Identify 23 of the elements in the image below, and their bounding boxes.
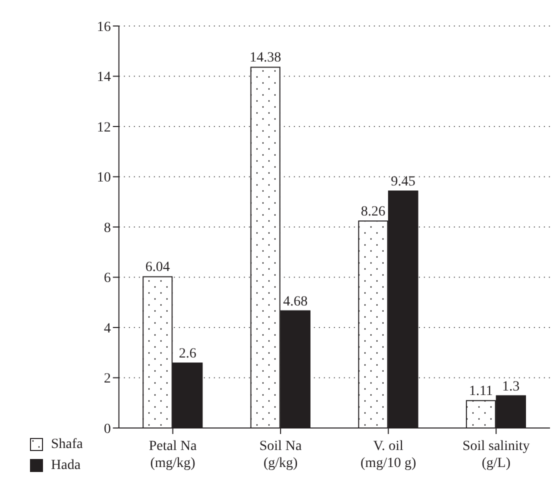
y-tick-label: 14	[96, 70, 111, 86]
legend-label: Shafa	[51, 436, 83, 452]
data-label: 1.3	[502, 379, 520, 394]
x-tick-label: V. oil (mg/10 g)	[360, 439, 416, 471]
y-tick-label: 6	[104, 271, 111, 286]
x-tick-label: Petal Na (mg/kg)	[148, 439, 198, 471]
y-tick-label: 0	[104, 422, 111, 437]
data-label: 8.26	[360, 204, 386, 220]
y-tick-label: 10	[96, 170, 111, 186]
x-tick-label: Soil Na (g/kg)	[259, 439, 303, 471]
data-label: 2.6	[178, 346, 196, 362]
data-label: 4.68	[283, 294, 308, 310]
y-tick-label: 16	[96, 20, 111, 35]
data-label: 6.04	[145, 260, 170, 276]
x-tick-label: Soil salinity (g/L)	[462, 439, 530, 471]
data-label: 1.11	[468, 384, 493, 400]
data-label: 9.45	[390, 174, 416, 190]
legend-label: Hada	[51, 458, 81, 474]
y-tick-label: 8	[104, 220, 111, 236]
y-tick-label: 12	[96, 120, 111, 136]
y-tick-label: 4	[104, 321, 111, 336]
data-label: 14.38	[250, 50, 282, 66]
y-tick-label: 2	[104, 372, 111, 387]
